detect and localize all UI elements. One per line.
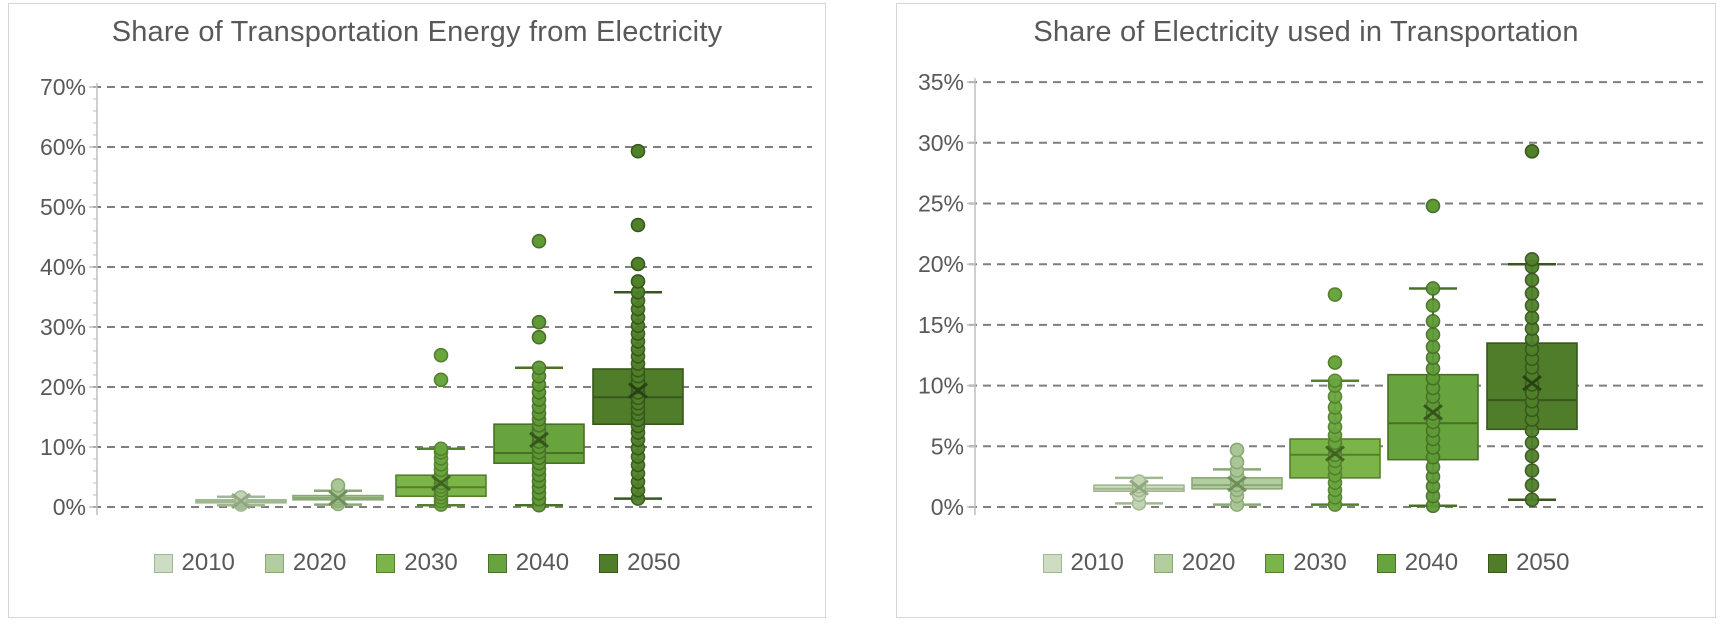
legend-label-2030: 2030 — [404, 549, 458, 576]
y-tick-label: 20% — [918, 251, 964, 277]
y-tick-label: 35% — [918, 69, 964, 95]
data-point-2050 — [1524, 435, 1540, 450]
legend-swatch-2020 — [264, 553, 284, 573]
outlier-point-2020 — [1229, 454, 1245, 470]
legend-swatch-2040 — [1376, 553, 1396, 573]
data-point-2040 — [1425, 327, 1441, 342]
data-point-2030 — [433, 441, 449, 457]
y-tick-label: 50% — [40, 194, 86, 220]
mean-marker-2050 — [628, 382, 648, 399]
legend-swatch-2050 — [599, 553, 619, 573]
legend-item-2040[interactable]: 2040 — [1376, 549, 1459, 577]
right-chart-panel: Share of Electricity used in Transportat… — [896, 3, 1716, 618]
outlier-point-2020 — [330, 478, 346, 493]
legend-swatch-2030 — [376, 553, 396, 573]
data-point-2040 — [1425, 298, 1441, 313]
legend-label-2050: 2050 — [627, 549, 681, 576]
legend-item-2010[interactable]: 2010 — [153, 549, 235, 577]
mean-marker-2020 — [1227, 475, 1247, 493]
mean-marker-2050 — [1522, 374, 1542, 392]
legend-item-2030[interactable]: 2030 — [1265, 549, 1347, 577]
outlier-point-2040 — [531, 329, 547, 345]
mean-marker-2040 — [529, 431, 549, 448]
mean-marker-2020 — [328, 489, 348, 507]
y-tick-label: 15% — [918, 312, 964, 338]
left-chart-panel: Share of Transportation Energy from Elec… — [8, 3, 826, 618]
legend-item-2010[interactable]: 2010 — [1042, 549, 1124, 577]
mean-marker-2030 — [431, 474, 451, 492]
outlier-point-2020 — [1229, 442, 1245, 458]
outlier-point-2040 — [531, 314, 547, 330]
data-point-2050 — [1524, 252, 1540, 267]
mean-marker-2030 — [1325, 445, 1345, 462]
outlier-point-2050 — [630, 274, 646, 289]
outlier-point-2050 — [630, 143, 646, 159]
y-tick-label: 10% — [40, 434, 86, 460]
data-point-2050 — [1524, 448, 1540, 464]
plot-svg-1: 0% 5% 10% 15% 20% 25% 30% 35% — [918, 69, 1703, 520]
right-chart-legend: 2010 2020 2030 2040 2050 — [897, 549, 1715, 577]
y-tick-label: 0% — [931, 494, 964, 520]
plot-svg-0: 0% 10% 20% 30% 40% 50% 60% 70% — [40, 74, 812, 520]
outlier-point-2050 — [630, 256, 646, 272]
left-chart-legend: 2010 2020 2030 2040 2050 — [9, 549, 825, 577]
data-point-2050 — [1524, 310, 1540, 325]
y-tick-label: 60% — [40, 134, 86, 160]
mean-marker-2010 — [1129, 479, 1149, 496]
y-tick-label: 30% — [40, 314, 86, 340]
legend-label-2020: 2020 — [292, 549, 347, 576]
y-tick-label: 70% — [40, 74, 86, 100]
outlier-point-2050 — [1524, 143, 1540, 159]
y-tick-label: 10% — [918, 373, 964, 399]
data-point-2050 — [1524, 463, 1540, 478]
legend-label-2010: 2010 — [1070, 549, 1124, 576]
y-tick-label: 20% — [40, 374, 86, 400]
y-tick-label: 25% — [918, 191, 964, 217]
legend-item-2050[interactable]: 2050 — [599, 549, 680, 577]
right-chart-title: Share of Electricity used in Transportat… — [1033, 16, 1579, 48]
legend-item-2020[interactable]: 2020 — [1153, 549, 1236, 577]
data-point-2040 — [1425, 313, 1441, 329]
mean-marker-2010 — [231, 492, 251, 510]
data-point-2050 — [1524, 272, 1540, 288]
legend-swatch-2050 — [1488, 553, 1508, 573]
data-point-2030 — [1327, 373, 1343, 389]
mean-marker-2040 — [1423, 404, 1443, 421]
data-point-2040 — [531, 360, 547, 376]
data-point-2050 — [1524, 492, 1540, 508]
legend-item-2020[interactable]: 2020 — [264, 549, 347, 577]
legend-label-2030: 2030 — [1293, 549, 1347, 576]
outlier-point-2040 — [1425, 198, 1441, 214]
y-tick-label: 30% — [918, 130, 964, 156]
legend-swatch-2010 — [1042, 553, 1062, 573]
legend-swatch-2040 — [487, 553, 507, 573]
data-point-2050 — [1524, 298, 1540, 313]
data-point-2050 — [1524, 286, 1540, 301]
outlier-point-2040 — [531, 233, 547, 249]
data-point-2050 — [1524, 477, 1540, 493]
y-tick-label: 0% — [53, 494, 86, 520]
left-chart-title: Share of Transportation Energy from Elec… — [111, 16, 723, 48]
legend-label-2020: 2020 — [1181, 549, 1236, 576]
legend-item-2050[interactable]: 2050 — [1488, 549, 1569, 577]
outlier-point-2050 — [630, 217, 646, 233]
legend-swatch-2020 — [1153, 553, 1173, 573]
legend-item-2040[interactable]: 2040 — [487, 549, 570, 577]
outlier-point-2030 — [1327, 287, 1343, 302]
legend-label-2040: 2040 — [1404, 549, 1459, 576]
legend-swatch-2030 — [1265, 553, 1285, 573]
legend-label-2050: 2050 — [1516, 549, 1570, 576]
data-point-2040 — [1425, 281, 1441, 296]
y-tick-label: 40% — [40, 254, 86, 280]
outlier-point-2030 — [433, 347, 449, 363]
legend-swatch-2010 — [153, 553, 173, 573]
outlier-point-2030 — [433, 372, 449, 388]
data-point-2040 — [1425, 339, 1441, 355]
legend-label-2010: 2010 — [181, 549, 235, 576]
outlier-point-2030 — [1327, 355, 1343, 370]
y-tick-label: 5% — [931, 433, 964, 459]
legend-item-2030[interactable]: 2030 — [376, 549, 458, 577]
legend-label-2040: 2040 — [515, 549, 570, 576]
